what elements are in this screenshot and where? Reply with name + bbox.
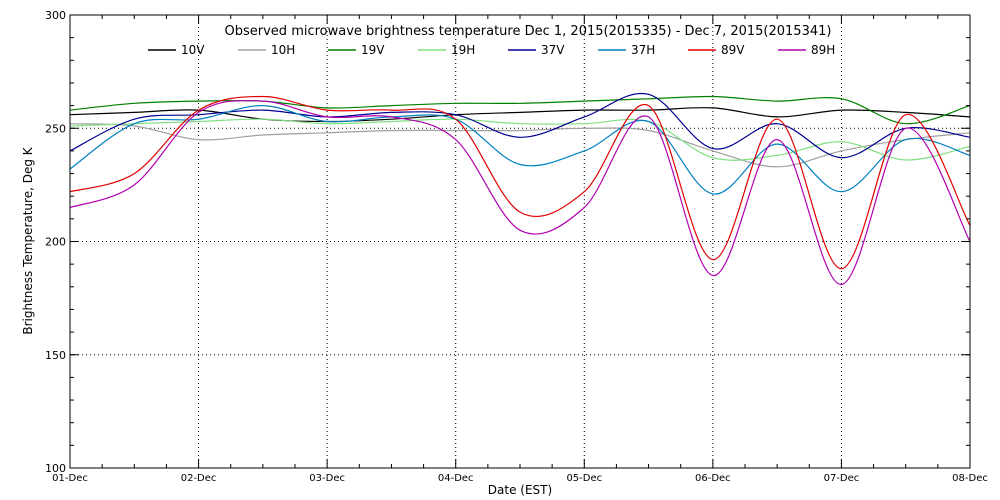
x-tick-label: 08-Dec: [952, 473, 988, 484]
x-tick-label: 05-Dec: [566, 473, 602, 484]
series-line-89v: [69, 95, 971, 270]
series-line-37h: [69, 104, 971, 195]
series-layer: [69, 92, 971, 286]
series-line-19h: [69, 118, 971, 161]
legend-label-10v: 10V: [181, 43, 205, 57]
x-tick-label: 02-Dec: [181, 473, 217, 484]
legend-label-10h: 10H: [271, 43, 295, 57]
series-line-10v: [69, 107, 971, 123]
series-line-89h: [69, 99, 971, 286]
legend-label-19h: 19H: [451, 43, 475, 57]
y-tick-label: 100: [45, 462, 66, 475]
legend-label-37v: 37V: [541, 43, 565, 57]
y-tick-label: 200: [45, 236, 66, 249]
legend-label-37h: 37H: [631, 43, 655, 57]
legend-label-19v: 19V: [361, 43, 385, 57]
x-tick-label: 07-Dec: [824, 473, 860, 484]
y-tick-label: 250: [45, 122, 66, 135]
legend-label-89h: 89H: [811, 43, 835, 57]
legend: 10V 10H 19V 19H 37V 37H 89V 89H: [148, 43, 835, 57]
y-axis-label: Brightness Temperature, Deg K: [21, 146, 35, 334]
grid: [70, 15, 970, 468]
y-axis: 100 150 200 250 300: [45, 9, 970, 475]
x-axis: 01-Dec 02-Dec 03-Dec 04-Dec 05-Dec 06-Dec 07-D…: [52, 15, 988, 484]
x-tick-label: 01-Dec: [52, 473, 88, 484]
chart-title: Observed microwave brightness temperatur…: [225, 24, 832, 39]
y-tick-label: 300: [45, 9, 66, 22]
series-line-19v: [69, 95, 971, 125]
x-tick-label: 03-Dec: [309, 473, 345, 484]
x-tick-label: 06-Dec: [695, 473, 731, 484]
legend-label-89v: 89V: [721, 43, 745, 57]
y-tick-label: 150: [45, 349, 66, 362]
x-tick-label: 04-Dec: [438, 473, 474, 484]
series-line-10h: [69, 123, 971, 168]
series-line-37v: [69, 92, 971, 159]
x-axis-label: Date (EST): [488, 483, 552, 497]
